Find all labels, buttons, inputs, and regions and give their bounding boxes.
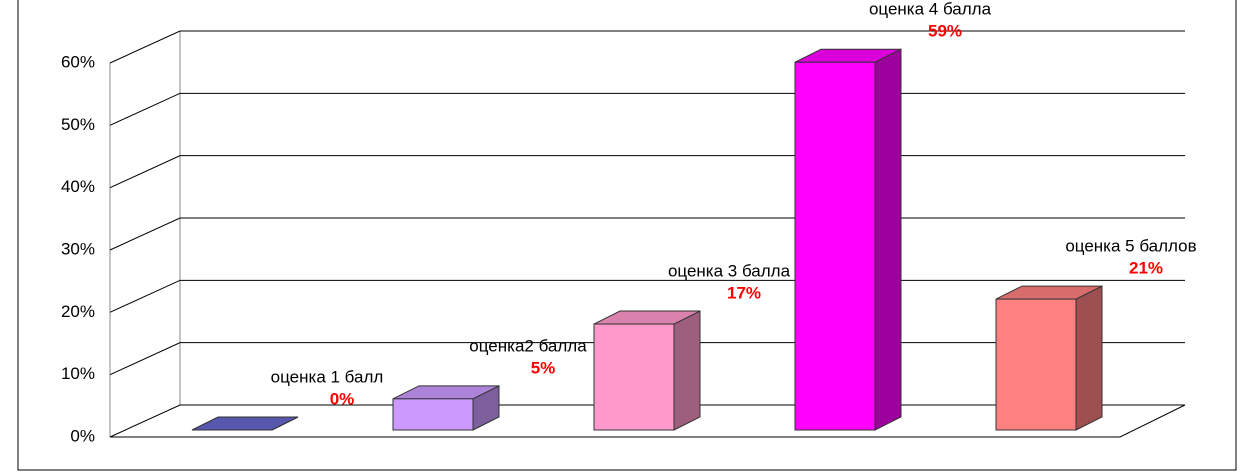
y-tick-label: 0% bbox=[70, 426, 95, 445]
bar-top bbox=[191, 416, 299, 431]
value-label: 17% bbox=[727, 284, 761, 303]
bar bbox=[794, 61, 876, 431]
value-label: 21% bbox=[1129, 259, 1163, 278]
y-tick-label: 60% bbox=[61, 52, 95, 71]
grid-line bbox=[109, 217, 1185, 251]
bar-side bbox=[874, 48, 902, 431]
grid-line bbox=[109, 30, 1185, 64]
value-label: 59% bbox=[928, 22, 962, 41]
category-label: оценка 4 балла bbox=[869, 0, 992, 19]
y-tick-label: 50% bbox=[61, 115, 95, 134]
y-tick-label: 30% bbox=[61, 239, 95, 258]
bar bbox=[593, 323, 675, 431]
y-tick-label: 40% bbox=[61, 177, 95, 196]
category-label: оценка 1 балл bbox=[271, 367, 384, 386]
category-label: оценка 5 баллов bbox=[1065, 237, 1196, 256]
category-label: оценка 3 балла bbox=[668, 262, 791, 281]
floor-edge bbox=[110, 404, 1186, 438]
bar-side bbox=[673, 310, 701, 431]
y-tick-label: 10% bbox=[61, 364, 95, 383]
grid-line bbox=[109, 92, 1185, 126]
category-label: оценка2 балла bbox=[469, 336, 587, 355]
bar bbox=[995, 298, 1077, 431]
value-label: 0% bbox=[330, 389, 355, 408]
grid-line bbox=[109, 155, 1185, 189]
chart-border bbox=[17, 0, 1237, 471]
value-label: 5% bbox=[531, 358, 556, 377]
y-tick-label: 20% bbox=[61, 302, 95, 321]
bar-side bbox=[1075, 285, 1103, 431]
bar bbox=[392, 398, 474, 431]
